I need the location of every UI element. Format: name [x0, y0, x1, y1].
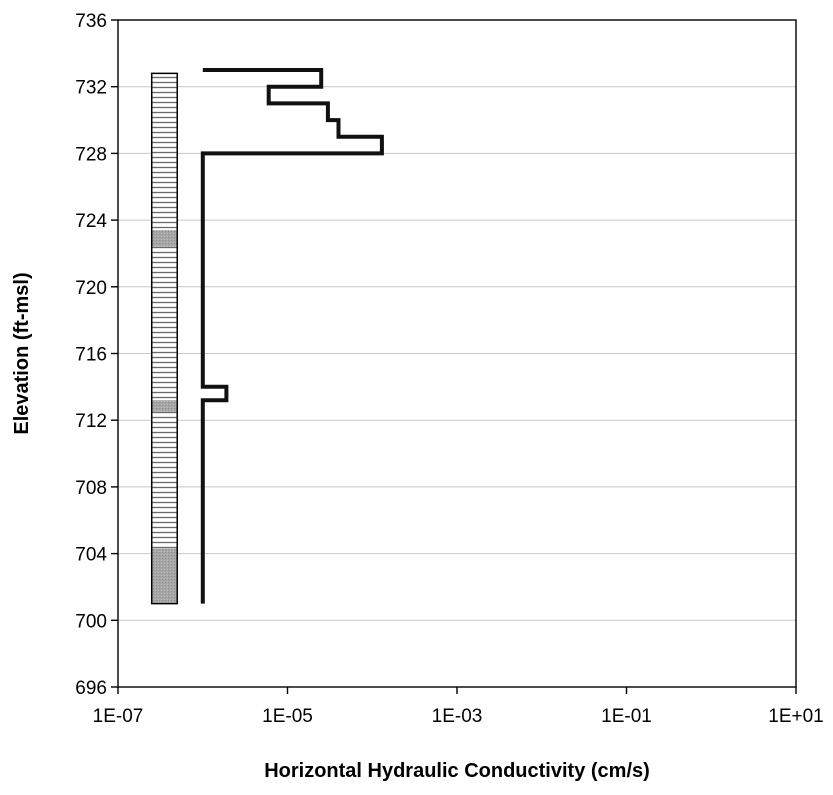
- lithology-layer-hatched: [151, 246, 178, 401]
- x-tick-label: 1E+01: [768, 706, 823, 727]
- y-tick-label: 736: [75, 11, 107, 32]
- x-axis-title: Horizontal Hydraulic Conductivity (cm/s): [264, 760, 650, 782]
- y-tick-label: 732: [75, 78, 107, 99]
- y-tick-label: 708: [75, 478, 107, 499]
- y-tick-labels: 696 700 704 708 712 716 720 724 728 732 736: [75, 11, 107, 699]
- y-tick-label: 700: [75, 611, 107, 632]
- y-tick-label: 696: [75, 678, 107, 699]
- y-axis-title: Elevation (ft-msl): [11, 272, 33, 434]
- conductivity-profile-line: [200, 68, 384, 604]
- x-tick-label: 1E-05: [262, 706, 313, 727]
- lithology-layer-hatched: [151, 411, 178, 549]
- x-tick-label: 1E-01: [601, 706, 652, 727]
- lithology-column-border: [150, 72, 178, 605]
- y-tick-label: 712: [75, 411, 107, 432]
- x-tick-label: 1E-03: [432, 706, 483, 727]
- y-tick-label: 724: [75, 211, 107, 232]
- series-layer: [200, 68, 384, 604]
- axis-ticks: [111, 19, 797, 694]
- y-tick-label: 720: [75, 278, 107, 299]
- x-tick-label: 1E-07: [93, 706, 144, 727]
- lithology-layer-shaded: [151, 548, 178, 604]
- lithology-layer-shaded: [151, 400, 178, 412]
- lithology-layer-shaded: [151, 230, 178, 247]
- y-tick-label: 728: [75, 144, 107, 165]
- lithology-column: [150, 72, 178, 605]
- y-tick-label: 704: [75, 545, 107, 566]
- lithology-layer-hatched: [151, 73, 178, 231]
- y-tick-label: 716: [75, 345, 107, 366]
- gridlines: [118, 86, 796, 621]
- x-tick-labels: 1E-07 1E-05 1E-03 1E-01 1E+01: [93, 706, 824, 727]
